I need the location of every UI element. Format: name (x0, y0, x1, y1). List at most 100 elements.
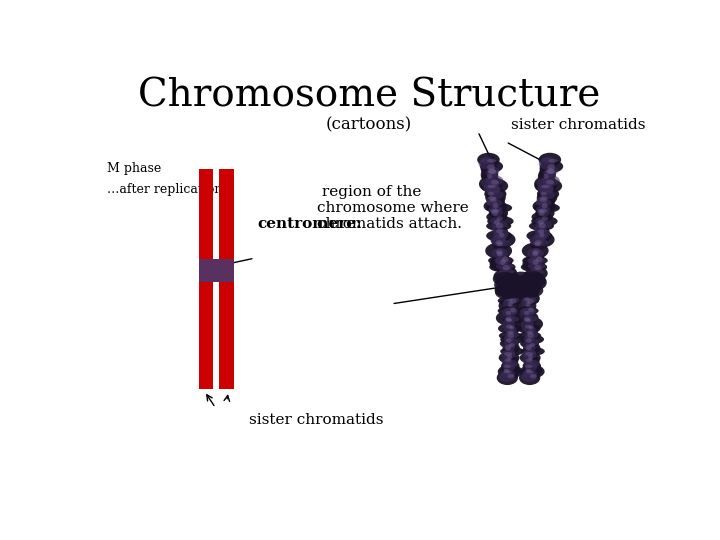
Ellipse shape (520, 364, 544, 379)
Ellipse shape (493, 270, 512, 283)
Ellipse shape (504, 352, 513, 356)
Ellipse shape (502, 256, 508, 262)
Ellipse shape (495, 248, 505, 256)
Ellipse shape (520, 284, 544, 298)
Ellipse shape (498, 364, 523, 379)
Ellipse shape (503, 365, 511, 368)
Ellipse shape (523, 316, 538, 322)
Ellipse shape (518, 287, 534, 299)
Ellipse shape (538, 230, 544, 233)
Ellipse shape (497, 274, 508, 285)
Ellipse shape (498, 307, 521, 315)
Text: sister chromatids: sister chromatids (249, 413, 384, 427)
Ellipse shape (510, 299, 516, 303)
Ellipse shape (541, 185, 550, 188)
Ellipse shape (493, 224, 508, 241)
Ellipse shape (504, 370, 511, 374)
Ellipse shape (546, 180, 554, 185)
Ellipse shape (539, 185, 554, 195)
Ellipse shape (536, 206, 550, 212)
Ellipse shape (488, 168, 496, 174)
Ellipse shape (501, 308, 517, 317)
Ellipse shape (482, 171, 497, 183)
Ellipse shape (530, 235, 545, 246)
Ellipse shape (503, 300, 513, 306)
Ellipse shape (496, 263, 513, 269)
Ellipse shape (521, 347, 545, 356)
Ellipse shape (533, 240, 549, 246)
Ellipse shape (508, 292, 516, 296)
Ellipse shape (522, 307, 536, 319)
Ellipse shape (481, 161, 497, 177)
Ellipse shape (528, 263, 545, 269)
Ellipse shape (492, 220, 508, 228)
Ellipse shape (536, 220, 552, 228)
Ellipse shape (522, 256, 548, 265)
Ellipse shape (539, 167, 556, 183)
Ellipse shape (529, 257, 545, 265)
Ellipse shape (527, 299, 534, 303)
Ellipse shape (523, 326, 536, 334)
Ellipse shape (523, 349, 536, 355)
Ellipse shape (497, 266, 517, 280)
Bar (199, 168, 213, 389)
Ellipse shape (488, 256, 513, 265)
Ellipse shape (541, 217, 548, 221)
Ellipse shape (523, 256, 545, 272)
Bar (220, 168, 234, 389)
Ellipse shape (499, 233, 505, 237)
Ellipse shape (525, 352, 533, 356)
Ellipse shape (540, 160, 563, 173)
Ellipse shape (503, 315, 518, 325)
Ellipse shape (486, 230, 512, 241)
Ellipse shape (496, 310, 520, 325)
Ellipse shape (503, 265, 510, 271)
Ellipse shape (496, 271, 509, 278)
Ellipse shape (494, 278, 518, 292)
Ellipse shape (504, 343, 516, 351)
Ellipse shape (532, 252, 538, 256)
Ellipse shape (503, 283, 514, 293)
Ellipse shape (534, 265, 541, 271)
Ellipse shape (521, 317, 543, 331)
Ellipse shape (503, 344, 513, 349)
Ellipse shape (528, 307, 534, 313)
Text: …after replication.: …after replication. (107, 183, 226, 196)
Ellipse shape (536, 199, 552, 207)
Bar (199, 259, 234, 282)
Ellipse shape (516, 307, 539, 315)
Ellipse shape (535, 207, 554, 220)
Ellipse shape (504, 326, 516, 334)
Ellipse shape (481, 178, 508, 193)
Ellipse shape (539, 153, 561, 166)
Ellipse shape (501, 360, 520, 372)
Ellipse shape (492, 210, 498, 215)
Ellipse shape (539, 233, 544, 237)
Ellipse shape (505, 316, 519, 322)
Ellipse shape (536, 256, 543, 262)
Ellipse shape (542, 202, 547, 208)
Ellipse shape (508, 330, 513, 334)
Ellipse shape (500, 272, 506, 276)
Ellipse shape (510, 307, 516, 313)
Ellipse shape (504, 308, 518, 315)
Ellipse shape (521, 372, 536, 382)
Ellipse shape (502, 317, 524, 331)
Ellipse shape (495, 282, 518, 296)
Ellipse shape (494, 248, 510, 261)
Ellipse shape (523, 342, 541, 354)
Ellipse shape (506, 325, 513, 328)
Ellipse shape (526, 369, 531, 372)
Ellipse shape (503, 369, 509, 372)
Ellipse shape (526, 370, 534, 374)
Ellipse shape (530, 374, 537, 379)
Ellipse shape (520, 339, 539, 348)
Ellipse shape (510, 272, 533, 286)
Ellipse shape (534, 203, 560, 213)
Ellipse shape (495, 240, 503, 245)
Ellipse shape (527, 258, 539, 265)
Ellipse shape (538, 209, 547, 213)
Ellipse shape (492, 248, 509, 259)
Ellipse shape (529, 268, 544, 276)
Ellipse shape (538, 220, 544, 225)
